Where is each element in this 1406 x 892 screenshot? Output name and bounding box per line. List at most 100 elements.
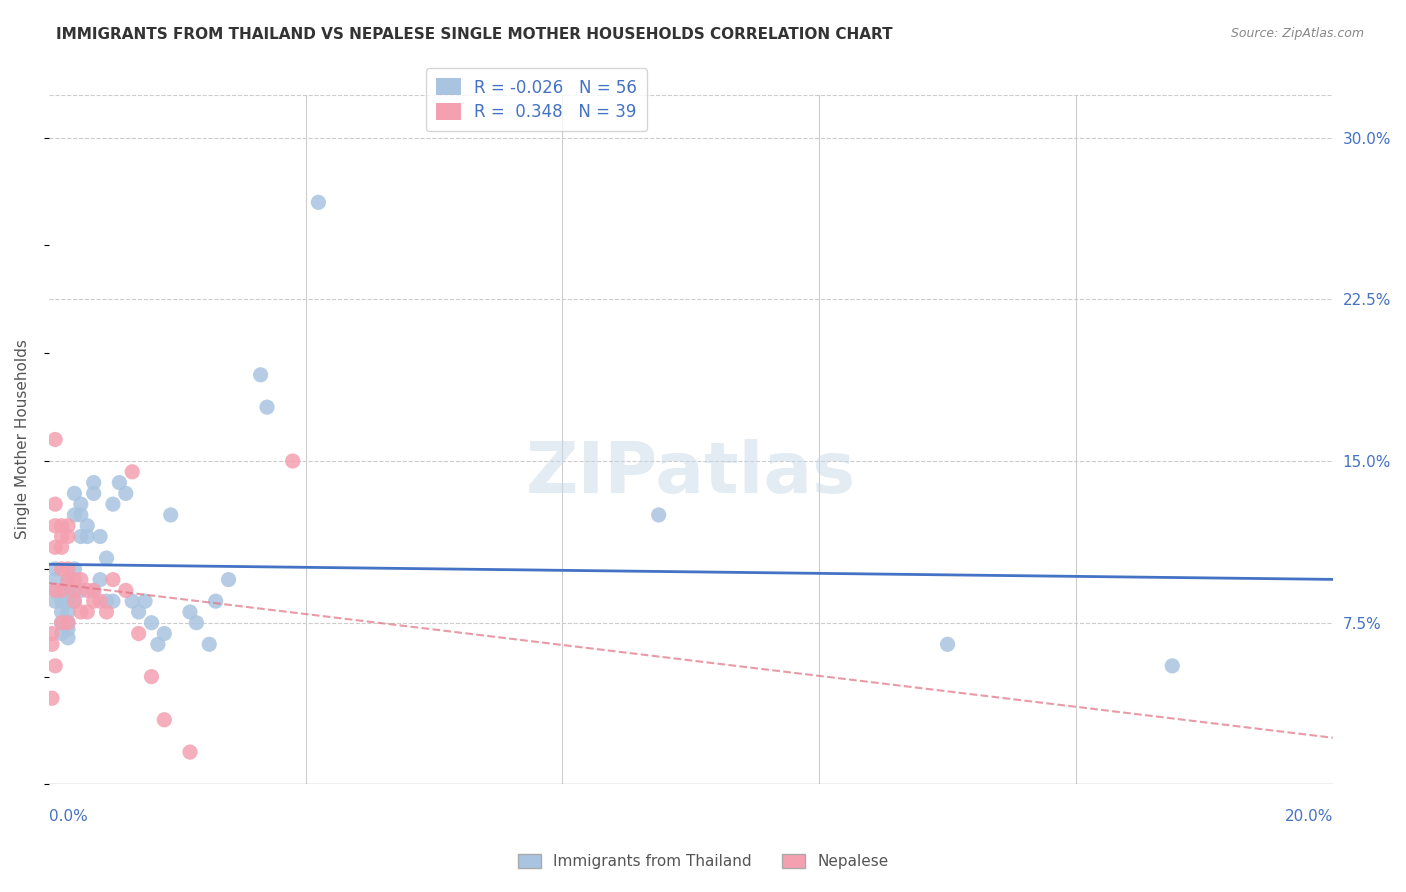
Point [179, 745, 201, 759]
Point [51, 615, 73, 630]
Point [56, 622, 79, 636]
Point [51, 529, 73, 543]
Point [70, 529, 93, 543]
Point [56, 605, 79, 619]
Legend: Immigrants from Thailand, Nepalese: Immigrants from Thailand, Nepalese [512, 848, 894, 875]
Point [256, 400, 278, 414]
Point [936, 637, 959, 651]
Point [41, 637, 63, 651]
Point [70, 605, 93, 619]
Point [44, 433, 66, 447]
Point [44, 594, 66, 608]
Point [204, 594, 226, 608]
Point [249, 368, 271, 382]
Point [83, 486, 105, 500]
Point [101, 573, 124, 587]
Point [153, 713, 176, 727]
Point [44, 518, 66, 533]
Point [63, 583, 86, 598]
Point [159, 508, 181, 522]
Point [83, 583, 105, 598]
Point [44, 583, 66, 598]
Point [63, 508, 86, 522]
Point [63, 573, 86, 587]
Point [141, 615, 163, 630]
Point [56, 518, 79, 533]
Point [89, 529, 111, 543]
Point [76, 605, 98, 619]
Point [44, 497, 66, 511]
Point [70, 583, 93, 598]
Point [114, 583, 136, 598]
Point [89, 573, 111, 587]
Point [83, 594, 105, 608]
Point [76, 529, 98, 543]
Point [89, 594, 111, 608]
Point [1161, 658, 1184, 673]
Point [83, 583, 105, 598]
Legend: R = -0.026   N = 56, R =  0.348   N = 39: R = -0.026 N = 56, R = 0.348 N = 39 [426, 69, 647, 131]
Point [51, 518, 73, 533]
Point [63, 594, 86, 608]
Point [153, 626, 176, 640]
Point [198, 637, 221, 651]
Point [51, 626, 73, 640]
Point [51, 541, 73, 555]
Text: 20.0%: 20.0% [1285, 808, 1333, 823]
Point [307, 195, 329, 210]
Point [218, 573, 240, 587]
Point [114, 486, 136, 500]
Point [56, 573, 79, 587]
Point [121, 465, 143, 479]
Point [51, 605, 73, 619]
Point [121, 594, 143, 608]
Point [56, 583, 79, 598]
Point [101, 497, 124, 511]
Point [51, 594, 73, 608]
Point [63, 562, 86, 576]
Point [56, 615, 79, 630]
Point [76, 518, 98, 533]
Point [108, 475, 131, 490]
Point [41, 691, 63, 706]
Point [51, 562, 73, 576]
Point [179, 605, 201, 619]
Point [128, 605, 150, 619]
Point [134, 594, 156, 608]
Point [70, 508, 93, 522]
Text: 0.0%: 0.0% [49, 808, 87, 823]
Text: IMMIGRANTS FROM THAILAND VS NEPALESE SINGLE MOTHER HOUSEHOLDS CORRELATION CHART: IMMIGRANTS FROM THAILAND VS NEPALESE SIN… [56, 27, 893, 42]
Point [70, 573, 93, 587]
Point [83, 475, 105, 490]
Point [281, 454, 304, 468]
Point [647, 508, 669, 522]
Text: ZIPatlas: ZIPatlas [526, 440, 856, 508]
Point [44, 573, 66, 587]
Point [141, 670, 163, 684]
Point [96, 594, 118, 608]
Point [51, 583, 73, 598]
Point [56, 615, 79, 630]
Point [51, 615, 73, 630]
Point [63, 594, 86, 608]
Point [56, 631, 79, 645]
Point [101, 594, 124, 608]
Point [146, 637, 169, 651]
Point [44, 658, 66, 673]
Y-axis label: Single Mother Households: Single Mother Households [15, 340, 30, 540]
Point [63, 486, 86, 500]
Point [186, 615, 208, 630]
Point [96, 551, 118, 566]
Point [56, 573, 79, 587]
Point [56, 562, 79, 576]
Point [51, 583, 73, 598]
Point [44, 562, 66, 576]
Point [44, 541, 66, 555]
Point [56, 529, 79, 543]
Point [70, 497, 93, 511]
Point [128, 626, 150, 640]
Point [76, 583, 98, 598]
Point [44, 583, 66, 598]
Point [63, 583, 86, 598]
Point [41, 626, 63, 640]
